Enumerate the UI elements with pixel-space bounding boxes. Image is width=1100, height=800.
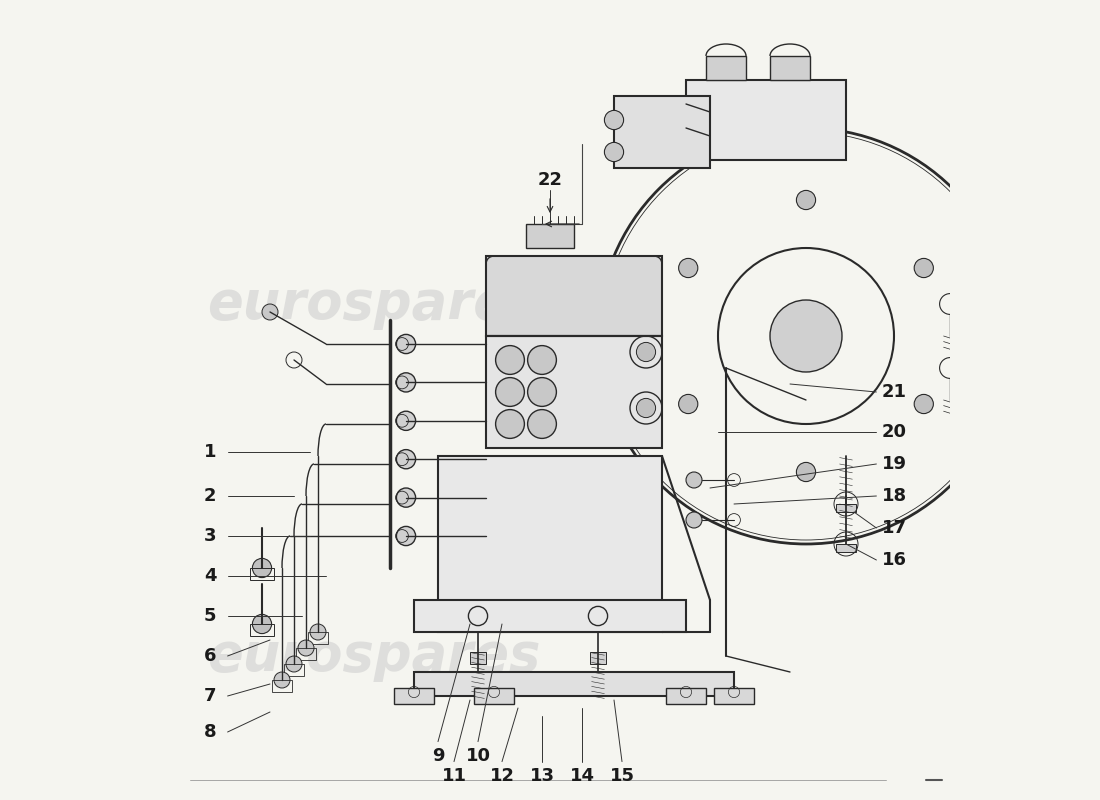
Text: 18: 18 (881, 487, 906, 505)
Circle shape (914, 394, 934, 414)
Text: eurospares: eurospares (207, 630, 541, 682)
Circle shape (396, 334, 416, 354)
Bar (486, 336, 662, 448)
Circle shape (528, 410, 557, 438)
Text: 22: 22 (538, 171, 562, 189)
Circle shape (914, 258, 934, 278)
Text: 15: 15 (609, 767, 635, 785)
Circle shape (679, 258, 697, 278)
Circle shape (396, 411, 416, 430)
Circle shape (496, 346, 525, 374)
Bar (250, 624, 274, 636)
Bar (526, 224, 574, 248)
Text: 5: 5 (204, 607, 217, 625)
Text: 3: 3 (204, 527, 217, 545)
Circle shape (252, 614, 272, 634)
Bar (836, 544, 856, 552)
Circle shape (637, 398, 656, 418)
Text: 4: 4 (204, 567, 217, 585)
Bar (394, 688, 435, 704)
Text: 1: 1 (204, 443, 217, 461)
Circle shape (796, 462, 815, 482)
Bar (590, 652, 606, 664)
Text: 10: 10 (465, 747, 491, 765)
Circle shape (528, 346, 557, 374)
Bar (438, 456, 662, 632)
Text: 14: 14 (570, 767, 594, 785)
Text: 2: 2 (204, 487, 217, 505)
Circle shape (298, 640, 314, 656)
Bar (474, 688, 514, 704)
Bar (285, 664, 304, 676)
Bar (836, 504, 856, 512)
Text: eurospares: eurospares (207, 278, 541, 330)
Text: 12: 12 (490, 767, 515, 785)
Circle shape (396, 488, 416, 507)
Text: 6: 6 (204, 647, 217, 665)
Circle shape (604, 110, 624, 130)
Circle shape (686, 472, 702, 488)
Circle shape (604, 142, 624, 162)
Circle shape (396, 526, 416, 546)
Bar (308, 632, 328, 644)
Circle shape (310, 624, 326, 640)
Bar (470, 652, 486, 664)
Text: 16: 16 (881, 551, 906, 569)
Text: 9: 9 (431, 747, 444, 765)
Circle shape (396, 373, 416, 392)
Bar (414, 672, 734, 696)
Circle shape (396, 450, 416, 469)
Text: 19: 19 (881, 455, 906, 473)
Bar (714, 688, 754, 704)
Text: 21: 21 (881, 383, 906, 401)
Circle shape (496, 378, 525, 406)
Circle shape (679, 394, 697, 414)
Text: 7: 7 (204, 687, 217, 705)
Bar (273, 680, 292, 692)
Bar (770, 56, 810, 80)
Text: 8: 8 (204, 723, 217, 741)
Text: 20: 20 (881, 423, 906, 441)
Bar (686, 80, 846, 160)
Circle shape (496, 410, 525, 438)
Circle shape (686, 512, 702, 528)
Text: 13: 13 (529, 767, 554, 785)
Text: 17: 17 (881, 519, 906, 537)
Circle shape (637, 342, 656, 362)
Bar (250, 568, 274, 580)
Circle shape (528, 378, 557, 406)
Circle shape (286, 656, 302, 672)
Circle shape (252, 558, 272, 578)
Circle shape (262, 304, 278, 320)
Bar (486, 256, 662, 336)
Bar (296, 648, 316, 660)
Text: 11: 11 (441, 767, 466, 785)
Bar (666, 688, 706, 704)
Circle shape (770, 300, 842, 372)
Circle shape (274, 672, 290, 688)
Bar (414, 600, 686, 632)
Circle shape (796, 190, 815, 210)
Bar (614, 96, 710, 168)
Bar (706, 56, 746, 80)
